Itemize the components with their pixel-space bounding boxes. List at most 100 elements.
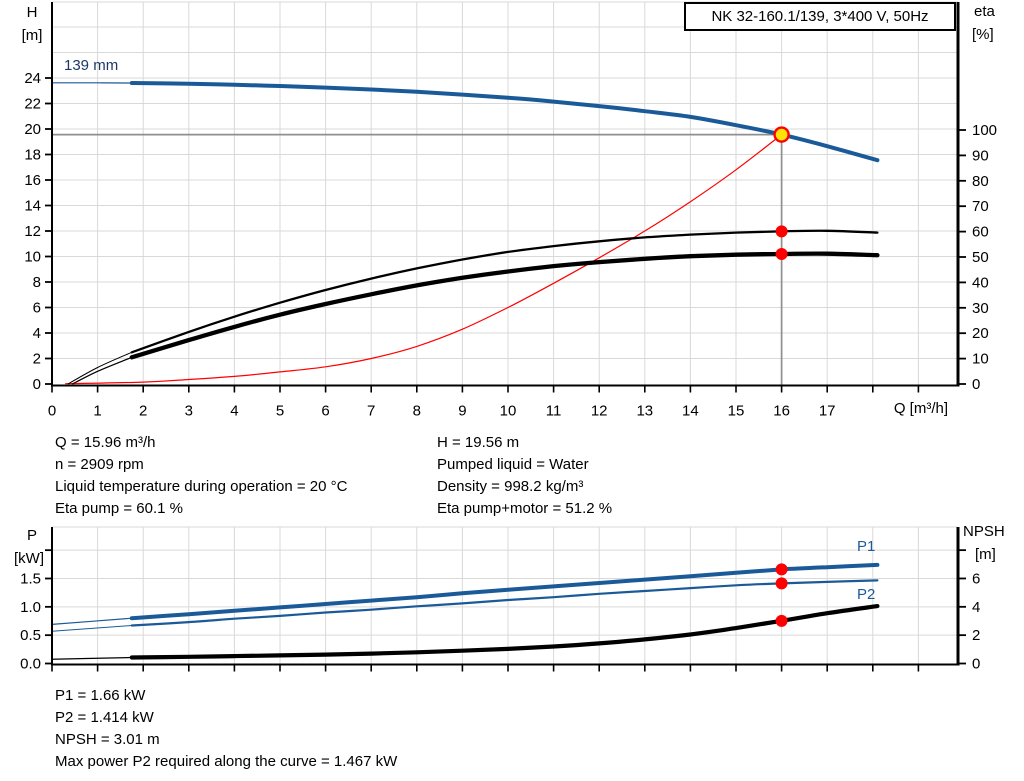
head-139mm [129, 81, 880, 163]
info-line: H = 19.56 m [437, 434, 520, 451]
svg-text:2: 2 [33, 351, 41, 368]
info-line: n = 2909 rpm [55, 456, 144, 473]
svg-text:10: 10 [972, 351, 989, 368]
svg-text:9: 9 [458, 403, 466, 420]
svg-text:17: 17 [819, 403, 836, 420]
impeller-diameter-label: 139 mm [64, 57, 119, 74]
svg-text:0: 0 [33, 376, 41, 393]
svg-text:4: 4 [972, 599, 980, 616]
svg-text:14: 14 [682, 403, 699, 420]
p1-curve-label: P1 [857, 538, 876, 555]
operating-point-dot [775, 225, 788, 238]
svg-text:1.0: 1.0 [20, 599, 41, 616]
svg-text:0.5: 0.5 [20, 627, 41, 644]
svg-text:70: 70 [972, 198, 989, 215]
info-line: Pumped liquid = Water [437, 456, 589, 473]
bottom-chart: 0.0 0.5 1.0 1.5 0 2 4 6 [20, 526, 980, 673]
svg-text:6: 6 [321, 403, 329, 420]
info-line: Eta pump = 60.1 % [55, 500, 183, 517]
svg-text:5: 5 [276, 403, 284, 420]
duty-point-marker [773, 126, 790, 143]
svg-text:50: 50 [972, 249, 989, 266]
left-axis-title-h: H [26, 4, 38, 21]
npsh-axis-unit-m: [m] [975, 546, 996, 563]
svg-text:100: 100 [972, 122, 997, 139]
svg-text:40: 40 [972, 274, 989, 291]
svg-text:11: 11 [546, 403, 562, 420]
svg-text:90: 90 [972, 147, 989, 164]
eta-pump-leadin [67, 351, 133, 385]
info-line: Liquid temperature during operation = 20… [55, 478, 348, 495]
svg-text:3: 3 [185, 403, 193, 420]
svg-text:8: 8 [413, 403, 421, 420]
svg-text:0: 0 [48, 403, 56, 420]
info-line: Density = 998.2 kg/m³ [437, 478, 584, 495]
svg-text:14: 14 [24, 198, 41, 215]
svg-text:6: 6 [972, 570, 980, 587]
info-line: NPSH = 3.01 m [55, 731, 160, 748]
svg-text:2: 2 [972, 627, 980, 644]
eta-pump [130, 229, 879, 354]
svg-text:1: 1 [93, 403, 101, 420]
p2-curve-leadin [51, 625, 132, 632]
svg-text:20: 20 [972, 325, 989, 342]
svg-text:4: 4 [230, 403, 238, 420]
top-chart: 0246810121416182022240102030405060708090… [24, 1, 997, 420]
eta-pump-motor [129, 251, 880, 360]
operating-point-dot [775, 577, 788, 590]
svg-text:24: 24 [24, 70, 41, 87]
x-axis-title-q: Q [m³/h] [893, 400, 948, 417]
svg-text:22: 22 [24, 96, 41, 113]
operating-data-left: Q = 15.96 m³/h n = 2909 rpm Liquid tempe… [55, 432, 347, 520]
info-line: P1 = 1.66 kW [55, 687, 146, 704]
svg-text:4: 4 [33, 325, 41, 342]
svg-text:18: 18 [24, 147, 41, 164]
operating-data-right: H = 19.56 m Pumped liquid = Water Densit… [437, 432, 612, 520]
svg-text:12: 12 [591, 403, 608, 420]
left-axis-unit-m: [m] [21, 27, 43, 44]
svg-text:1.5: 1.5 [20, 570, 41, 587]
svg-text:12: 12 [24, 223, 41, 240]
system-curve [65, 134, 783, 385]
power-npsh-data: P1 = 1.66 kW P2 = 1.414 kW NPSH = 3.01 m… [55, 685, 397, 773]
info-line: Eta pump+motor = 51.2 % [437, 500, 613, 517]
power-axis-unit-kw: [kW] [14, 550, 44, 567]
info-line: Max power P2 required along the curve = … [55, 753, 398, 770]
svg-text:8: 8 [33, 274, 41, 291]
eta-pump-motor-leadin [72, 356, 133, 385]
svg-text:16: 16 [24, 172, 41, 189]
p1-curve-leadin [51, 617, 132, 625]
svg-text:80: 80 [972, 173, 989, 190]
power-axis-title-p: P [26, 527, 37, 544]
operating-point-dot [775, 247, 788, 260]
npsh-curve [129, 604, 880, 660]
svg-text:60: 60 [972, 224, 989, 241]
right-axis-title-eta: eta [974, 3, 995, 20]
info-line: Q = 15.96 m³/h [55, 434, 156, 451]
npsh-curve-leadin [51, 656, 132, 660]
p1-curve [129, 562, 880, 621]
svg-text:0.0: 0.0 [20, 656, 41, 673]
right-axis-unit-pct: [%] [972, 26, 994, 43]
svg-text:20: 20 [24, 121, 41, 138]
svg-text:0: 0 [972, 656, 980, 673]
info-line: P2 = 1.414 kW [55, 709, 154, 726]
pump-title-box: NK 32-160.1/139, 3*400 V, 50Hz [684, 2, 956, 31]
svg-text:7: 7 [367, 403, 375, 420]
svg-text:15: 15 [728, 403, 745, 420]
p2-curve [130, 579, 879, 627]
svg-text:6: 6 [33, 300, 41, 317]
operating-point-dot [775, 614, 788, 627]
svg-text:30: 30 [972, 300, 989, 317]
svg-text:13: 13 [636, 403, 653, 420]
svg-text:10: 10 [500, 403, 517, 420]
npsh-axis-title: NPSH [963, 523, 1005, 540]
svg-text:2: 2 [139, 403, 147, 420]
operating-point-dot [775, 563, 788, 576]
svg-text:10: 10 [24, 249, 41, 266]
svg-text:0: 0 [972, 376, 980, 393]
svg-text:16: 16 [773, 403, 790, 420]
p2-curve-label: P2 [857, 586, 876, 603]
